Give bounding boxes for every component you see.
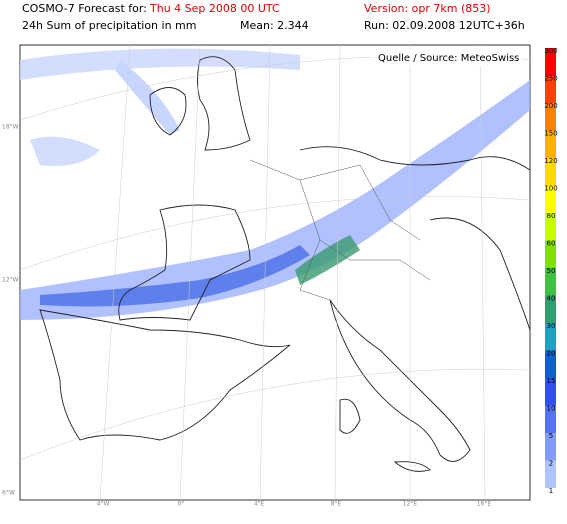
- field-label: 24h Sum of precipitation in mm: [22, 19, 196, 32]
- forecast-time: Thu 4 Sep 2008 00 UTC: [149, 2, 280, 15]
- level-label: 20: [547, 350, 556, 358]
- level-label: 150: [544, 130, 557, 138]
- color-swatch: [545, 103, 556, 131]
- color-swatch: [545, 295, 556, 323]
- borders: [249, 159, 431, 301]
- bottom-labels: 4°W 0° 4°E 8°E 12°E 16°E: [97, 501, 492, 508]
- lon-label: 4°E: [254, 501, 265, 508]
- lon-label: 18°W: [2, 124, 19, 131]
- level-label: 300: [544, 47, 557, 55]
- mean: Mean: 2.344: [240, 19, 309, 32]
- precip-core: [295, 235, 360, 285]
- graticule: [19, 44, 531, 501]
- lon-label: 0°: [178, 501, 185, 508]
- level-label: 120: [544, 157, 557, 165]
- level-label: 1: [549, 487, 553, 495]
- level-label: 200: [544, 102, 557, 110]
- color-swatch: [545, 48, 556, 76]
- precip-patch: [30, 136, 100, 166]
- coastlines: [39, 56, 531, 472]
- color-swatch: [545, 405, 556, 433]
- level-label: 15: [547, 377, 556, 385]
- color-swatch: [545, 185, 556, 213]
- header-label: COSMO-7 Forecast for:: [22, 2, 147, 15]
- source: Quelle / Source: MeteoSwiss: [378, 53, 519, 64]
- color-swatch: [545, 75, 556, 103]
- color-swatch: [545, 158, 556, 186]
- color-swatch: [545, 268, 556, 296]
- lon-label: 6°W: [2, 490, 15, 497]
- color-swatch: [545, 378, 556, 406]
- precip-band: [20, 48, 300, 80]
- color-swatch: [545, 350, 556, 378]
- colorbar: 300 250 200 150 120 100 80 60 50 40 30 20 15 10 5 2 1: [544, 47, 557, 495]
- precip-core: [40, 245, 310, 307]
- level-label: 2: [549, 460, 553, 468]
- source-box: [372, 50, 522, 66]
- level-label: 30: [547, 322, 556, 330]
- color-swatch: [545, 213, 556, 241]
- level-label: 100: [544, 185, 557, 193]
- level-label: 80: [547, 212, 556, 220]
- lon-label: 12°E: [403, 501, 418, 508]
- lon-label: 4°W: [97, 501, 110, 508]
- level-label: 250: [544, 75, 557, 83]
- precip-patch: [115, 60, 180, 135]
- map: Quelle / Source: MeteoSwiss: [19, 44, 531, 501]
- level-label: 5: [549, 432, 553, 440]
- left-labels: 18°W 12°W 6°W: [2, 124, 19, 497]
- level-label: 10: [547, 405, 556, 413]
- lon-label: 12°W: [2, 277, 19, 284]
- level-label: 40: [547, 295, 556, 303]
- lon-label: 8°E: [331, 501, 342, 508]
- color-swatch: [545, 433, 556, 461]
- color-swatch: [545, 130, 556, 158]
- version: Version: opr 7km (853): [364, 2, 491, 15]
- level-label: 60: [547, 240, 556, 248]
- color-swatch: [545, 240, 556, 268]
- level-label: 50: [547, 267, 556, 275]
- run: Run: 02.09.2008 12UTC+36h: [364, 19, 525, 32]
- color-swatch: [545, 460, 556, 488]
- color-swatch: [545, 323, 556, 351]
- lon-label: 16°E: [477, 501, 492, 508]
